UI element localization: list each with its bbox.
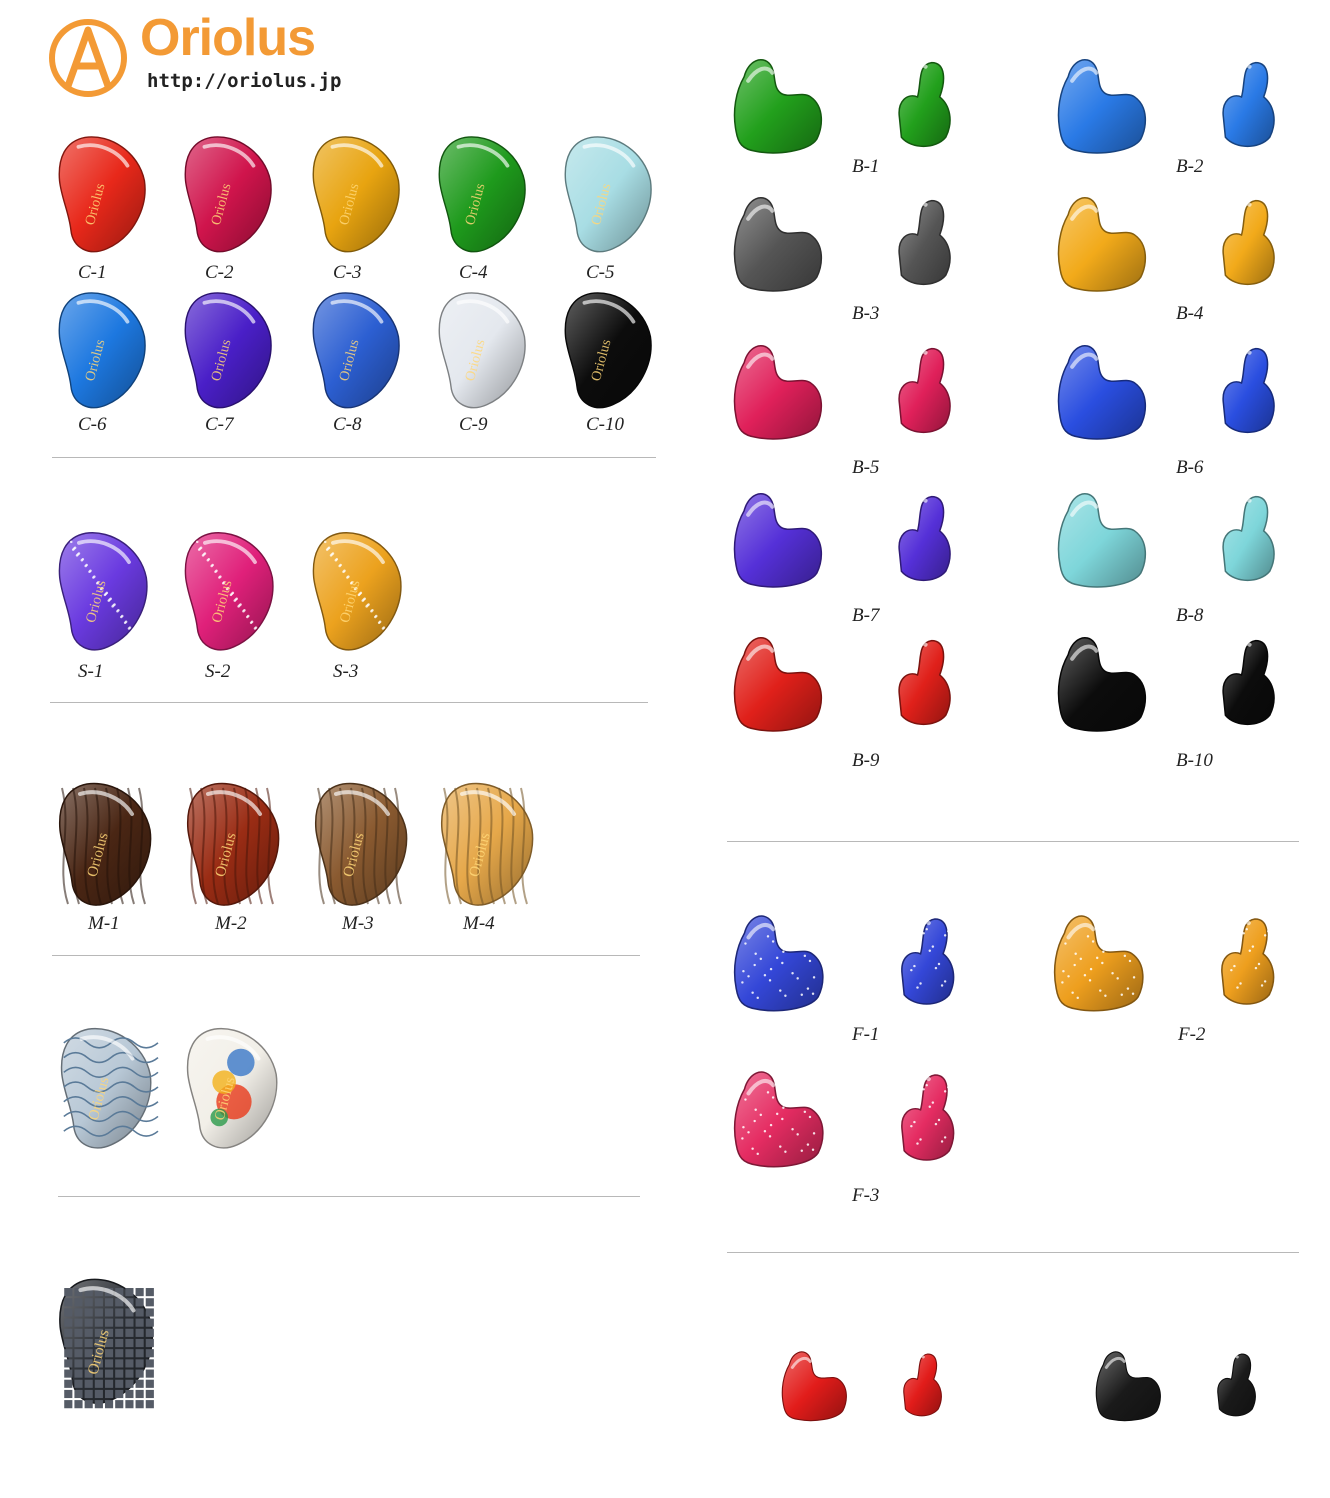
label-b-4: B-4 xyxy=(1176,303,1204,324)
faceplate-c-6[interactable]: Oriolus xyxy=(52,286,152,414)
label-s-2: S-2 xyxy=(205,661,231,682)
brand-url[interactable]: http://oriolus.jp xyxy=(147,70,342,92)
label-f-3: F-3 xyxy=(852,1185,880,1206)
faceplate-s-2[interactable]: Oriolus xyxy=(178,526,280,656)
faceplate-swatch[interactable]: Oriolus xyxy=(52,1272,160,1410)
label-c-8: C-8 xyxy=(333,414,362,435)
shell-b-8[interactable] xyxy=(1050,484,1302,596)
shell-b-6[interactable] xyxy=(1050,336,1302,448)
label-m-2: M-2 xyxy=(215,913,247,934)
showcase-red-monitor[interactable] xyxy=(776,1316,962,1456)
divider-glitter-shells xyxy=(727,1252,1299,1253)
faceplate-c-1[interactable]: Oriolus xyxy=(52,130,152,258)
faceplate-swatch[interactable]: Oriolus xyxy=(180,1020,284,1156)
label-b-5: B-5 xyxy=(852,457,880,478)
divider-wood xyxy=(52,955,640,956)
faceplate-c-3[interactable]: Oriolus xyxy=(306,130,406,258)
divider-art xyxy=(58,1196,640,1197)
label-c-3: C-3 xyxy=(333,262,362,283)
faceplate-c-10[interactable]: Oriolus xyxy=(558,286,658,414)
faceplate-c-5[interactable]: Oriolus xyxy=(558,130,658,258)
label-f-2: F-2 xyxy=(1178,1024,1206,1045)
label-m-4: M-4 xyxy=(463,913,495,934)
faceplate-m-2[interactable]: Oriolus xyxy=(180,778,286,910)
label-c-1: C-1 xyxy=(78,262,107,283)
label-c-6: C-6 xyxy=(78,414,107,435)
label-s-1: S-1 xyxy=(78,661,104,682)
shell-b-4[interactable] xyxy=(1050,188,1302,300)
label-b-8: B-8 xyxy=(1176,605,1204,626)
label-s-3: S-3 xyxy=(333,661,359,682)
shell-b-3[interactable] xyxy=(726,188,978,300)
shell-b-2[interactable] xyxy=(1050,50,1302,162)
faceplate-c-2[interactable]: Oriolus xyxy=(178,130,278,258)
label-c-4: C-4 xyxy=(459,262,488,283)
faceplate-c-7[interactable]: Oriolus xyxy=(178,286,278,414)
divider-solid xyxy=(52,457,656,458)
label-c-9: C-9 xyxy=(459,414,488,435)
label-b-3: B-3 xyxy=(852,303,880,324)
label-b-10: B-10 xyxy=(1176,750,1213,771)
shell-f-3[interactable] xyxy=(726,1058,982,1180)
faceplate-c-8[interactable]: Oriolus xyxy=(306,286,406,414)
showcase-carbon-monitor[interactable] xyxy=(1090,1316,1276,1456)
label-c-7: C-7 xyxy=(205,414,234,435)
shell-b-9[interactable] xyxy=(726,628,978,740)
shell-b-7[interactable] xyxy=(726,484,978,596)
shell-f-1[interactable] xyxy=(726,902,982,1024)
brand-name: Oriolus xyxy=(140,9,316,67)
faceplate-c-9[interactable]: Oriolus xyxy=(432,286,532,414)
label-f-1: F-1 xyxy=(852,1024,880,1045)
label-m-1: M-1 xyxy=(88,913,120,934)
faceplate-s-3[interactable]: Oriolus xyxy=(306,526,408,656)
shell-f-2[interactable] xyxy=(1046,902,1302,1024)
label-c-5: C-5 xyxy=(586,262,615,283)
faceplate-swatch[interactable]: Oriolus xyxy=(54,1020,159,1156)
label-m-3: M-3 xyxy=(342,913,374,934)
label-b-7: B-7 xyxy=(852,605,880,626)
label-b-9: B-9 xyxy=(852,750,880,771)
faceplate-c-4[interactable]: Oriolus xyxy=(432,130,532,258)
label-b-6: B-6 xyxy=(1176,457,1204,478)
divider-sparkle xyxy=(50,702,648,703)
shell-b-5[interactable] xyxy=(726,336,978,448)
oriolus-logo-icon xyxy=(49,19,127,97)
faceplate-s-1[interactable]: Oriolus xyxy=(52,526,154,656)
faceplate-m-3[interactable]: Oriolus xyxy=(308,778,414,910)
label-c-2: C-2 xyxy=(205,262,234,283)
faceplate-m-4[interactable]: Oriolus xyxy=(434,778,540,910)
divider-shells xyxy=(727,841,1299,842)
faceplate-m-1[interactable]: Oriolus xyxy=(52,778,158,910)
shell-b-1[interactable] xyxy=(726,50,978,162)
label-c-10: C-10 xyxy=(586,414,624,435)
label-b-2: B-2 xyxy=(1176,156,1204,177)
label-b-1: B-1 xyxy=(852,156,880,177)
shell-b-10[interactable] xyxy=(1050,628,1302,740)
